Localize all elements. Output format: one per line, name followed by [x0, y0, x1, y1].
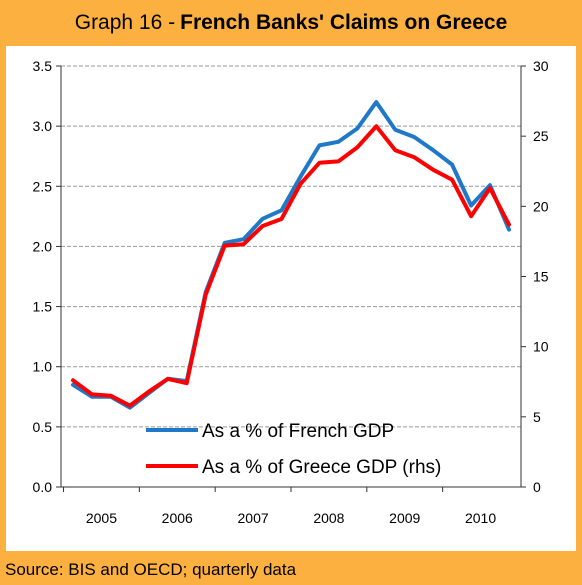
x-tick-label: 2007 — [238, 510, 269, 526]
y-left-tick-label: 0.5 — [33, 419, 53, 435]
x-tick-label: 2010 — [465, 510, 496, 526]
y-right-tick-label: 15 — [533, 269, 549, 285]
chart-title: Graph 16 - French Banks' Claims on Greec… — [0, 0, 582, 46]
plot-panel: 0.0 0.5 1.0 1.5 2.0 2.5 3.0 3.5 0 5 10 15 20 25 30 2005… — [6, 46, 576, 551]
y-right-tick-label: 10 — [533, 339, 549, 355]
legend-label-greece-gdp: As a % of Greece GDP (rhs) — [202, 457, 441, 478]
y-left-tick-label: 1.5 — [33, 299, 53, 315]
x-tick-label: 2009 — [389, 510, 420, 526]
chart-title-main: French Banks' Claims on Greece — [180, 11, 508, 34]
y-right-tick-label: 5 — [533, 409, 541, 425]
y-left-tick-label: 2.0 — [33, 238, 53, 254]
y-right-tick-label: 0 — [533, 479, 541, 495]
y-right-tick-label: 25 — [533, 128, 549, 144]
y-left-tick-label: 0.0 — [33, 479, 53, 495]
line-chart: 0.0 0.5 1.0 1.5 2.0 2.5 3.0 3.5 0 5 10 15 20 25 30 2005… — [33, 58, 549, 526]
x-tick-label: 2006 — [162, 510, 193, 526]
y-left-tick-label: 2.5 — [33, 178, 53, 194]
y-right-tick-label: 20 — [533, 198, 549, 214]
series-line-greece-gdp — [71, 124, 511, 408]
y-left-tick-label: 1.0 — [33, 359, 53, 375]
x-tick-label: 2008 — [313, 510, 344, 526]
series-line-french-gdp — [71, 100, 511, 410]
chart-title-prefix: Graph 16 - — [74, 11, 176, 34]
y-right-tick-label: 30 — [533, 58, 549, 74]
y-left-tick-label: 3.0 — [33, 118, 53, 134]
legend-label-french-gdp: As a % of French GDP — [202, 421, 394, 442]
y-left-tick-label: 3.5 — [33, 58, 53, 74]
x-tick-label: 2005 — [86, 510, 117, 526]
source-note: Source: BIS and OECD; quarterly data — [5, 560, 297, 579]
